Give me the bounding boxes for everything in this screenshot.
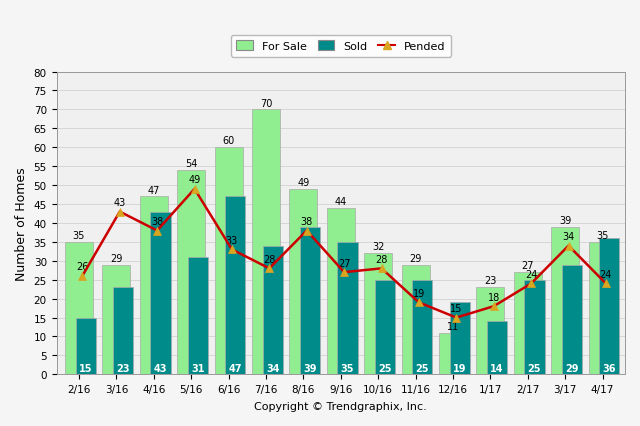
Bar	[551, 227, 579, 374]
Bar	[412, 280, 433, 374]
Text: 29: 29	[110, 253, 122, 263]
Text: 38: 38	[151, 216, 163, 227]
Text: 24: 24	[600, 269, 612, 279]
Bar	[589, 242, 616, 374]
Text: 28: 28	[263, 254, 275, 264]
Text: 34: 34	[563, 232, 575, 242]
Bar	[252, 110, 280, 374]
Text: 23: 23	[484, 276, 497, 286]
Bar	[102, 265, 131, 374]
Bar	[562, 265, 582, 374]
Bar	[140, 197, 168, 374]
Bar	[364, 253, 392, 374]
Bar	[327, 208, 355, 374]
Text: 34: 34	[266, 363, 280, 373]
Text: 43: 43	[154, 363, 167, 373]
Text: 14: 14	[490, 363, 504, 373]
Text: 26: 26	[76, 262, 88, 272]
Bar	[214, 148, 243, 374]
Legend: For Sale, Sold, Pended: For Sale, Sold, Pended	[230, 36, 451, 58]
Bar	[524, 280, 545, 374]
X-axis label: Copyright © Trendgraphix, Inc.: Copyright © Trendgraphix, Inc.	[254, 401, 427, 411]
Text: 35: 35	[596, 230, 609, 240]
Bar	[262, 246, 283, 374]
Text: 33: 33	[226, 235, 238, 245]
Bar	[375, 280, 395, 374]
Text: 29: 29	[410, 253, 422, 263]
Bar	[337, 242, 358, 374]
Text: 47: 47	[228, 363, 242, 373]
Text: 32: 32	[372, 242, 385, 252]
Y-axis label: Number of Homes: Number of Homes	[15, 167, 28, 280]
Text: 18: 18	[488, 292, 500, 302]
Text: 15: 15	[79, 363, 92, 373]
Text: 25: 25	[528, 363, 541, 373]
Bar	[289, 190, 317, 374]
Text: 44: 44	[335, 196, 347, 207]
Bar	[113, 288, 133, 374]
Text: 27: 27	[522, 261, 534, 271]
Text: 39: 39	[303, 363, 317, 373]
Bar	[401, 265, 429, 374]
Text: 39: 39	[559, 215, 572, 225]
Text: 43: 43	[114, 198, 126, 207]
Text: 36: 36	[602, 363, 616, 373]
Text: 35: 35	[73, 230, 85, 240]
Text: 49: 49	[297, 178, 310, 187]
Bar	[487, 322, 507, 374]
Text: 28: 28	[375, 254, 388, 264]
Bar	[65, 242, 93, 374]
Bar	[150, 212, 171, 374]
Text: 47: 47	[148, 185, 160, 195]
Bar	[449, 303, 470, 374]
Bar	[439, 333, 467, 374]
Text: 25: 25	[378, 363, 392, 373]
Text: 38: 38	[301, 216, 313, 227]
Text: 60: 60	[223, 136, 235, 146]
Text: 31: 31	[191, 363, 205, 373]
Bar	[514, 273, 542, 374]
Bar	[225, 197, 245, 374]
Text: 54: 54	[185, 159, 197, 169]
Text: 11: 11	[447, 321, 459, 331]
Text: 19: 19	[453, 363, 467, 373]
Bar	[599, 239, 620, 374]
Text: 29: 29	[565, 363, 579, 373]
Bar	[300, 227, 320, 374]
Bar	[177, 170, 205, 374]
Text: 15: 15	[450, 303, 463, 313]
Bar	[76, 318, 96, 374]
Text: 19: 19	[413, 288, 425, 298]
Text: 23: 23	[116, 363, 130, 373]
Text: 27: 27	[338, 258, 350, 268]
Bar	[188, 257, 208, 374]
Text: 35: 35	[340, 363, 355, 373]
Text: 25: 25	[415, 363, 429, 373]
Text: 24: 24	[525, 269, 538, 279]
Bar	[476, 288, 504, 374]
Text: 49: 49	[188, 175, 201, 185]
Text: 70: 70	[260, 98, 272, 108]
